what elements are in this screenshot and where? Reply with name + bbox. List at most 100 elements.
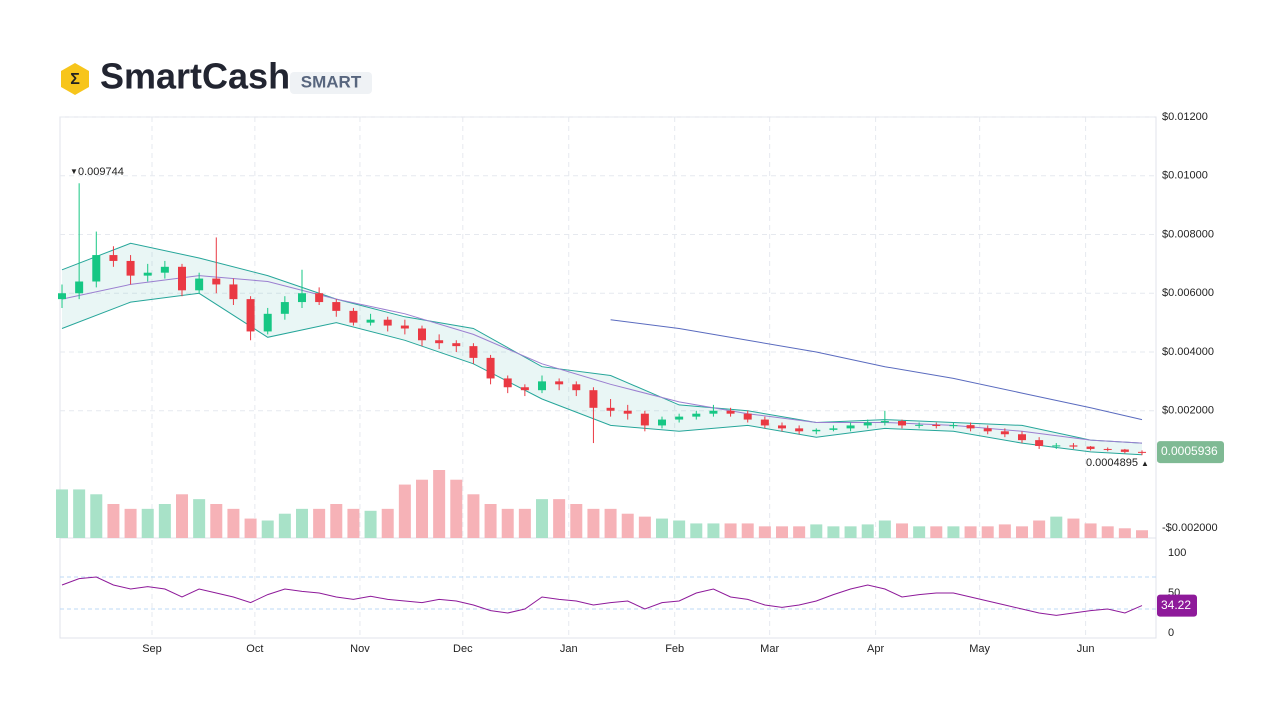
volume-bar [707,523,720,538]
candle-body [1069,445,1078,447]
candle-body [726,410,735,414]
volume-bar [553,499,566,538]
candle-body [623,410,632,414]
volume-bar [861,524,874,538]
volume-bar [1136,530,1148,538]
volume-bar [433,470,446,538]
volume-bar [313,508,326,538]
volume-bar [1067,518,1080,538]
candle-body [452,343,461,347]
rsi-line [61,576,1143,616]
candle-body [778,425,786,429]
candle-body [692,413,701,417]
candle-body [709,410,718,414]
volume-bar [656,518,668,538]
candle-body [366,319,375,323]
candle-body [212,278,221,285]
candle-body [383,319,392,326]
candle-body [195,278,204,291]
volume-bar [1033,520,1046,538]
volume-bar [570,504,583,538]
volume-bar [158,504,171,538]
x-tick-label: Mar [760,643,779,655]
x-tick-label: May [969,643,990,655]
volume-bar [124,508,137,538]
volume-bar [450,479,463,538]
volume-bar [1016,526,1028,538]
volume-bar [896,523,908,538]
y-tick-label: $0.006000 [1162,287,1214,299]
candle-body [58,293,66,300]
candle-body [606,407,615,411]
rsi-tag-label: 34.22 [1161,598,1191,612]
volume-bar [193,499,206,538]
x-tick-label: Sep [142,643,162,655]
candle-body [160,266,169,273]
candle-body [520,387,529,391]
candle-body [229,284,238,300]
volume-bar [793,526,806,538]
x-tick-label: Nov [350,643,370,655]
low-marker: ▲ [1141,459,1149,468]
low-label: 0.0004895 [1086,457,1138,469]
volume-bar [621,513,634,538]
candle-body [298,293,306,303]
symbol-badge: SMART [301,72,362,91]
volume-bar [913,526,926,538]
y-tick-label: -$0.002000 [1162,522,1218,534]
candle-body [1086,446,1095,449]
candle-body [880,421,889,423]
candle-body [1103,448,1112,450]
candle-body [743,413,752,420]
volume-bar [587,508,600,538]
volume-bar [330,504,343,538]
candle-body [503,378,512,388]
volume-bar [56,489,68,538]
candle-body [1052,445,1061,447]
candle-body [178,266,186,291]
candle-body [640,413,649,426]
candle-body [75,281,84,294]
candle-body [829,428,838,430]
rsi-tag [1157,594,1197,617]
candle-body [949,425,958,427]
logo-glyph: Σ [70,71,80,88]
chart-frame [59,116,1157,639]
badge-bg [290,72,372,94]
volume-bar [90,494,103,538]
volume-bar [604,508,617,538]
volume-bar [1084,523,1097,538]
volume-bar [176,494,188,538]
volume-bar [347,508,360,538]
title: SmartCash [100,56,290,97]
candle-body [675,416,684,420]
candle-body [435,340,444,344]
logo [61,63,89,95]
candle-body [263,313,272,332]
volume-bar [741,523,754,538]
candle-body [280,302,289,314]
candle-body [983,428,992,432]
long-moving-average [610,319,1143,421]
candle-body [555,381,564,385]
volume-bar [947,526,960,538]
volume-bar [536,499,548,538]
candle-body [846,425,855,429]
volume-bar [484,504,497,538]
candle-body [812,429,821,432]
candle-body [315,293,324,303]
volume-bar [227,508,240,538]
volume-bar [278,513,291,538]
rsi-tick-label: 100 [1168,547,1186,559]
price-tag-label: 0.0005936 [1161,444,1218,458]
candle-body [332,302,341,311]
candle-body [863,422,872,426]
volume-bar [244,518,257,538]
candle-body [589,390,598,408]
x-tick-label: Feb [665,643,684,655]
y-tick-label: $0.01200 [1162,111,1208,123]
candle-body [538,381,546,391]
y-tick-label: $0.008000 [1162,228,1214,240]
candle-body [932,424,941,427]
volume-bar [810,524,823,538]
